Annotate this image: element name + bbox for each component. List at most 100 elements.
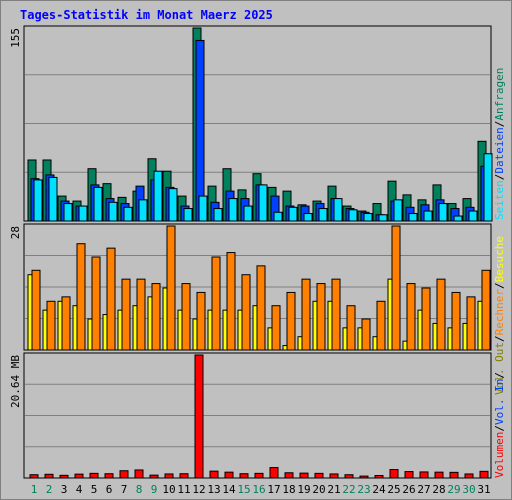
bar-seiten-day-4 <box>78 205 88 222</box>
x-tick-label-day-16: 16 <box>252 483 265 496</box>
bar-seiten-day-20 <box>318 208 328 222</box>
bar-rechner-day-21 <box>331 278 341 351</box>
x-tick-label-day-27: 27 <box>417 483 430 496</box>
x-tick-label-day-7: 7 <box>121 483 128 496</box>
legend-besuche: Besuche <box>493 236 506 282</box>
bar-rechner-day-6 <box>106 247 116 351</box>
bar-volumen-day-31 <box>479 470 489 479</box>
chart-title: Tages-Statistik im Monat Maerz 2025 <box>20 8 273 22</box>
bar-seiten-day-18 <box>288 206 298 222</box>
legend-vol-out: Vol. Out <box>493 342 506 395</box>
legend-sep-5: / <box>493 425 506 432</box>
bar-seiten-day-5 <box>93 186 103 222</box>
bar-seiten-day-22 <box>348 209 358 222</box>
bar-volumen-day-4 <box>74 473 84 479</box>
bar-seiten-day-26 <box>408 213 418 222</box>
x-tick-label-day-14: 14 <box>222 483 236 496</box>
x-axis-labels: 1 2 3 4 5 6 7 8 9 10 11 12 13 14 15 16 17 18 19 20 21 22 23 24 2… <box>31 483 491 496</box>
bar-volumen-day-5 <box>89 472 99 479</box>
bar-seiten-day-13 <box>213 208 223 222</box>
x-tick-label-day-2: 2 <box>46 483 53 496</box>
x-tick-label-day-8: 8 <box>136 483 143 496</box>
bar-seiten-day-19 <box>303 213 313 222</box>
legend-bottom: Volumen/Vol. In/ <box>493 372 506 478</box>
bar-seiten-day-21 <box>333 198 343 222</box>
bar-rechner-day-16 <box>256 265 266 351</box>
bar-rechner-day-12 <box>196 291 206 351</box>
bar-rechner-day-11 <box>181 283 191 351</box>
bar-rechner-day-13 <box>211 256 221 351</box>
bar-seiten-day-17 <box>273 211 283 222</box>
bar-rechner-day-15 <box>241 274 251 351</box>
x-tick-label-day-20: 20 <box>312 483 325 496</box>
bar-seiten-day-10 <box>168 188 178 222</box>
legend-rechner: Rechner <box>493 289 506 336</box>
bar-seiten-day-16 <box>258 184 268 222</box>
bar-volumen-day-26 <box>404 471 414 479</box>
bar-seiten-day-3 <box>63 203 73 222</box>
x-tick-label-day-22: 22 <box>342 483 355 496</box>
x-tick-label-day-10: 10 <box>162 483 175 496</box>
bar-seiten-day-31 <box>483 153 493 222</box>
bar-volumen-day-29 <box>449 471 459 479</box>
bar-rechner-day-24 <box>376 300 386 351</box>
x-tick-label-day-29: 29 <box>447 483 460 496</box>
bar-volumen-day-6 <box>104 473 114 479</box>
bar-seiten-day-14 <box>228 198 238 222</box>
bar-rechner-day-19 <box>301 278 311 351</box>
legend-sep-1: / <box>493 174 506 181</box>
x-tick-label-day-24: 24 <box>372 483 386 496</box>
bar-volumen-day-20 <box>314 472 324 479</box>
legend-dateien: Dateien <box>493 127 506 173</box>
bar-rechner-day-1 <box>31 269 41 351</box>
bar-volumen-day-16 <box>254 472 264 479</box>
bar-rechner-day-29 <box>451 291 461 351</box>
x-tick-label-day-21: 21 <box>327 483 340 496</box>
legend-middle: Vol. Out/Rechner/Besuche <box>493 236 506 395</box>
bar-seiten-day-6 <box>108 201 118 222</box>
bar-rechner-day-14 <box>226 252 236 351</box>
bar-rechner-day-26 <box>406 283 416 351</box>
x-tick-label-day-28: 28 <box>432 483 445 496</box>
bar-volumen-day-21 <box>329 473 339 479</box>
x-tick-label-day-17: 17 <box>267 483 280 496</box>
bar-rechner-day-22 <box>346 305 356 351</box>
bar-rechner-day-25 <box>391 225 401 351</box>
x-tick-label-day-15: 15 <box>237 483 250 496</box>
bar-seiten-day-7 <box>123 206 133 222</box>
bar-seiten-day-11 <box>183 208 193 222</box>
legend-vol-in: Vol. In <box>493 379 506 425</box>
bar-volumen-day-13 <box>209 470 219 479</box>
bar-seiten-day-25 <box>393 199 403 222</box>
x-tick-label-day-5: 5 <box>91 483 98 496</box>
bar-volumen-day-28 <box>434 471 444 479</box>
bar-seiten-day-27 <box>423 210 433 222</box>
bar-volumen-day-1 <box>29 474 39 479</box>
x-tick-label-day-30: 30 <box>462 483 475 496</box>
bar-rechner-day-5 <box>91 256 101 351</box>
bar-volumen-day-8 <box>134 469 144 479</box>
bar-rechner-day-17 <box>271 305 281 351</box>
bar-rechner-day-4 <box>76 243 86 351</box>
bar-volumen-day-30 <box>464 473 474 479</box>
legend-seiten: Seiten <box>493 180 506 220</box>
bar-volumen-day-7 <box>119 470 129 479</box>
x-tick-label-day-4: 4 <box>76 483 83 496</box>
bar-volumen-day-15 <box>239 473 249 479</box>
bar-volumen-day-22 <box>344 474 354 479</box>
bar-dateien-day-12 <box>195 39 205 222</box>
bar-rechner-day-8 <box>136 278 146 351</box>
bottom-ymax-label: 20.64 MB <box>9 355 22 408</box>
bar-rechner-day-10 <box>166 225 176 351</box>
legend-top: Seiten/Dateien/Anfragen <box>493 68 506 220</box>
bar-seiten-day-24 <box>378 214 388 222</box>
bar-seiten-day-8 <box>138 199 148 222</box>
bar-volumen-day-27 <box>419 471 429 479</box>
bar-seiten-day-2 <box>48 176 58 222</box>
legend-sep-3: / <box>493 335 506 342</box>
bar-seiten-day-23 <box>363 213 373 222</box>
bar-rechner-day-3 <box>61 296 71 351</box>
bar-volumen-day-25 <box>389 469 399 479</box>
bar-rechner-day-27 <box>421 287 431 351</box>
